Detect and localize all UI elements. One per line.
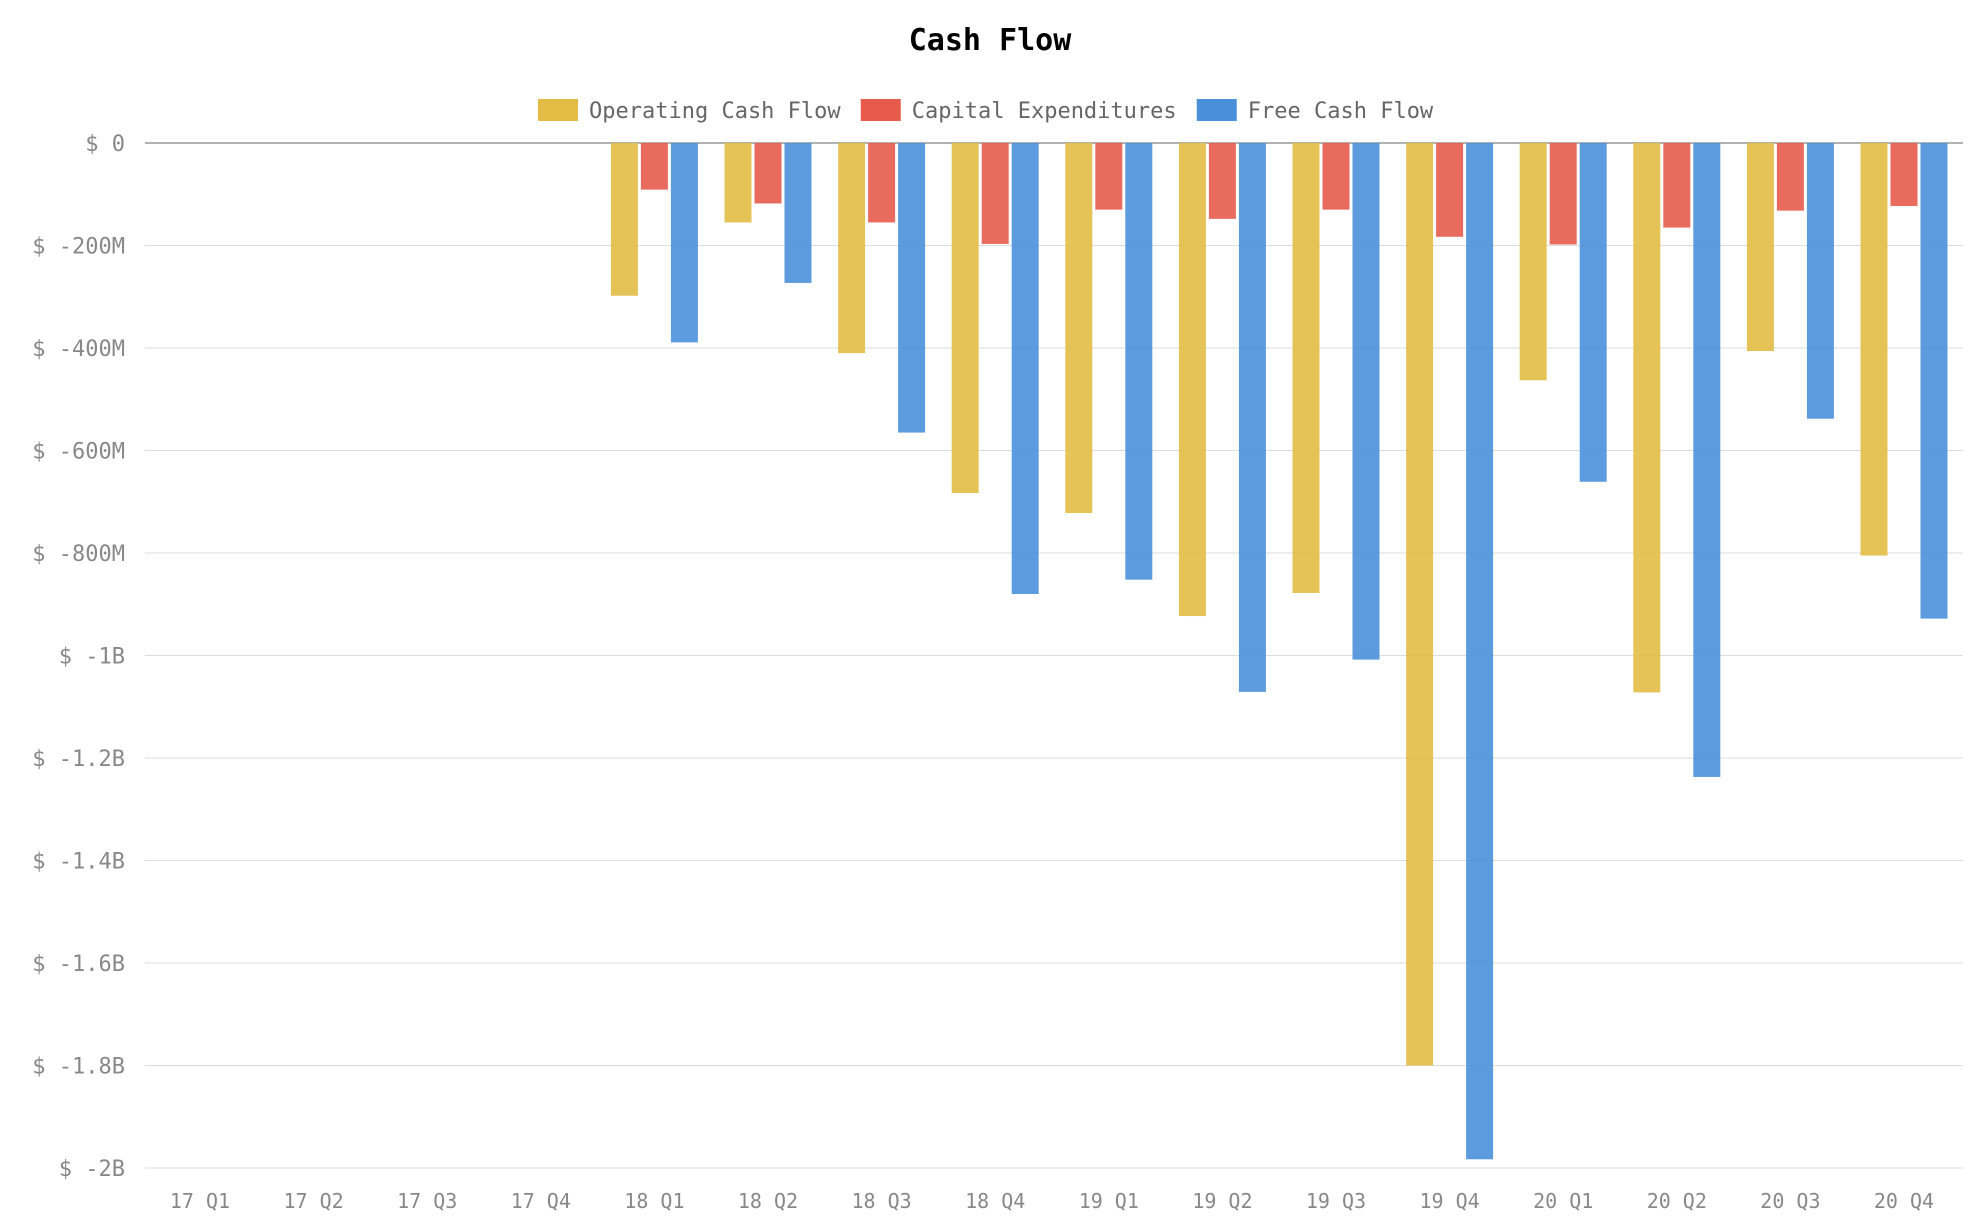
legend-label-operating-cash-flow: Operating Cash Flow: [589, 99, 841, 124]
x-tick-label: 19 Q1: [1079, 1189, 1139, 1213]
y-tick-label: $ -2B: [59, 1157, 125, 1182]
x-tick-label: 17 Q3: [397, 1189, 457, 1213]
bar-capital-expenditures: [1663, 143, 1691, 228]
bar-capital-expenditures: [868, 143, 896, 223]
bar-free-cash-flow: [784, 143, 812, 283]
bar-capital-expenditures: [1549, 143, 1577, 245]
x-tick-label: 20 Q2: [1647, 1189, 1707, 1213]
y-tick-label: $ -1.2B: [32, 747, 125, 772]
legend-swatch-free-cash-flow: [1196, 99, 1237, 121]
x-axis: 17 Q1 17 Q2 17 Q3 17 Q4 18 Q1 18 Q2 18 Q3 18 Q4…: [170, 1189, 1934, 1213]
bar-capital-expenditures: [754, 143, 782, 204]
bar-capital-expenditures: [1208, 143, 1236, 219]
legend-swatch-capital-expenditures: [860, 99, 901, 121]
y-tick-label: $ 0: [85, 132, 125, 157]
x-tick-label: 20 Q3: [1760, 1189, 1820, 1213]
x-tick-label: 18 Q3: [851, 1189, 911, 1213]
x-tick-label: 17 Q1: [170, 1189, 230, 1213]
x-tick-label: 19 Q3: [1306, 1189, 1366, 1213]
bar-operating-cash-flow: [1065, 143, 1093, 514]
legend: Operating Cash Flow Capital Expenditures F…: [538, 99, 1434, 124]
legend-swatch-operating-cash-flow: [538, 99, 578, 121]
bar-capital-expenditures: [1322, 143, 1350, 210]
bar-operating-cash-flow: [1178, 143, 1206, 617]
bar-capital-expenditures: [981, 143, 1009, 244]
x-tick-label: 20 Q4: [1874, 1189, 1934, 1213]
bar-operating-cash-flow: [1519, 143, 1547, 381]
legend-label-capital-expenditures: Capital Expenditures: [912, 99, 1177, 124]
bar-free-cash-flow: [1579, 143, 1607, 482]
bar-operating-cash-flow: [951, 143, 979, 494]
bar-operating-cash-flow: [1860, 143, 1888, 556]
x-tick-label: 19 Q4: [1419, 1189, 1479, 1213]
x-tick-label: 17 Q4: [511, 1189, 571, 1213]
bars: [610, 143, 1948, 1160]
x-tick-label: 20 Q1: [1533, 1189, 1593, 1213]
bar-operating-cash-flow: [610, 143, 638, 296]
y-tick-label: $ -600M: [32, 440, 125, 465]
legend-label-free-cash-flow: Free Cash Flow: [1248, 99, 1434, 124]
bar-operating-cash-flow: [1406, 143, 1434, 1066]
y-tick-label: $ -1.4B: [32, 850, 125, 875]
bar-free-cash-flow: [1352, 143, 1380, 660]
bar-free-cash-flow: [1693, 143, 1721, 777]
bar-operating-cash-flow: [1746, 143, 1774, 352]
y-tick-label: $ -1.6B: [32, 952, 125, 977]
gridlines: [145, 142, 1963, 1169]
x-tick-label: 18 Q2: [738, 1189, 798, 1213]
bar-free-cash-flow: [898, 143, 926, 433]
chart-title: Cash Flow: [909, 23, 1072, 58]
bar-free-cash-flow: [1125, 143, 1153, 580]
bar-capital-expenditures: [1890, 143, 1918, 207]
x-tick-label: 17 Q2: [283, 1189, 343, 1213]
bar-operating-cash-flow: [838, 143, 866, 354]
y-tick-label: $ -800M: [32, 542, 125, 567]
bar-free-cash-flow: [1011, 143, 1039, 594]
bar-free-cash-flow: [1806, 143, 1834, 419]
bar-free-cash-flow: [1920, 143, 1948, 619]
bar-capital-expenditures: [1436, 143, 1464, 237]
bar-operating-cash-flow: [724, 143, 752, 223]
bar-free-cash-flow: [670, 143, 698, 343]
y-tick-label: $ -1.8B: [32, 1055, 125, 1080]
x-tick-label: 18 Q4: [965, 1189, 1025, 1213]
bar-operating-cash-flow: [1292, 143, 1320, 593]
x-tick-label: 19 Q2: [1192, 1189, 1252, 1213]
bar-capital-expenditures: [1095, 143, 1123, 210]
x-tick-label: 18 Q1: [624, 1189, 684, 1213]
bar-free-cash-flow: [1238, 143, 1266, 692]
y-tick-label: $ -200M: [32, 235, 125, 260]
y-tick-label: $ -400M: [32, 337, 125, 362]
bar-free-cash-flow: [1466, 143, 1494, 1160]
bar-capital-expenditures: [640, 143, 668, 190]
y-tick-label: $ -1B: [59, 645, 125, 670]
bar-capital-expenditures: [1776, 143, 1804, 211]
y-axis: $ 0 $ -200M $ -400M $ -600M $ -800M $ -1B $ -1…: [32, 132, 125, 1182]
bar-operating-cash-flow: [1633, 143, 1661, 693]
